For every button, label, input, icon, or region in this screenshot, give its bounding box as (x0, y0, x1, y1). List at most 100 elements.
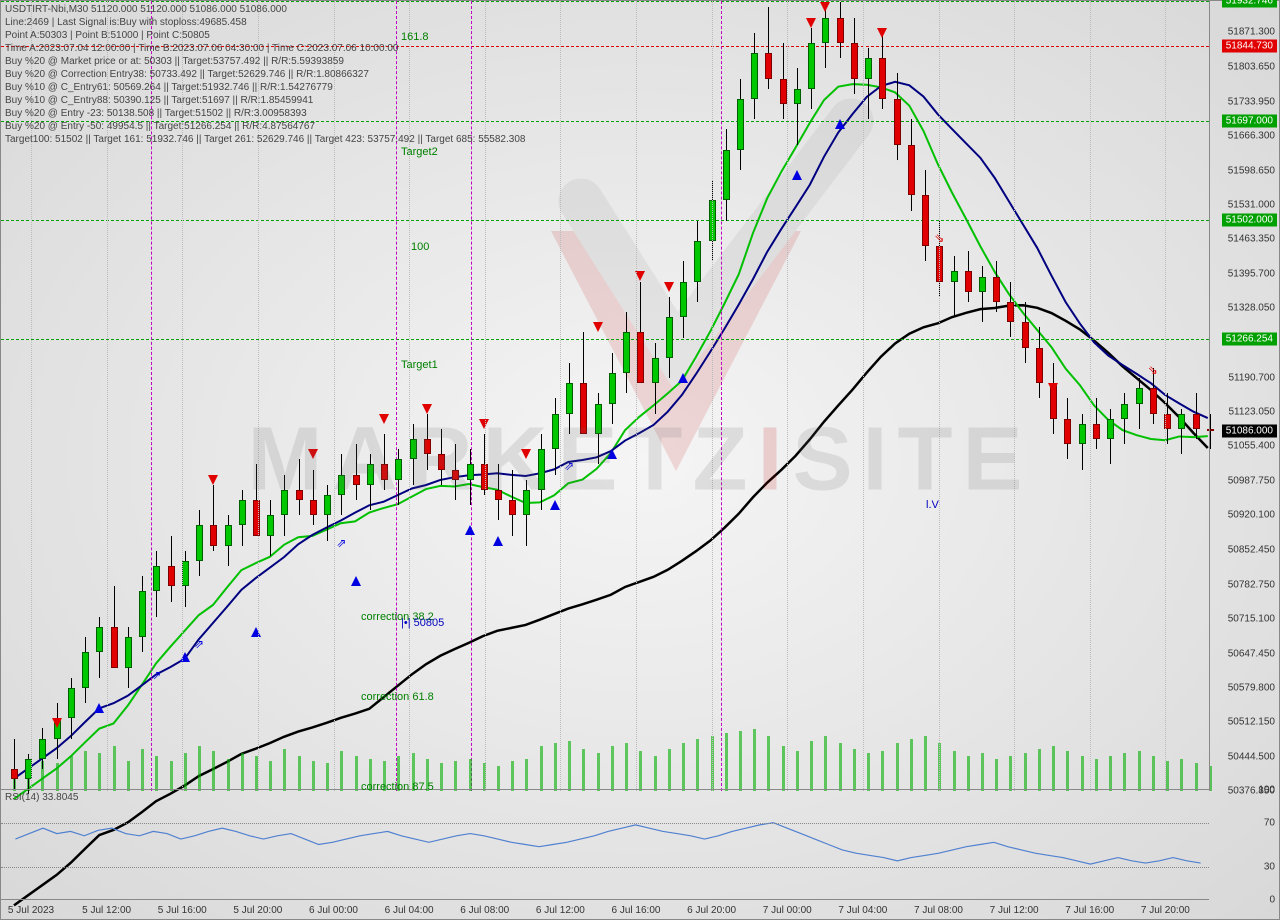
signal-arrow (493, 536, 503, 546)
x-tick: 7 Jul 00:00 (763, 905, 812, 916)
rsi-tick: 100 (1258, 785, 1275, 796)
signal-arrow (550, 500, 560, 510)
chart-container: MARKETZISITE USDTIRT-Nbi,M30 51120.000 5… (0, 0, 1280, 920)
volume-bar (326, 763, 329, 791)
volume-bar (355, 756, 358, 791)
signal-arrow (351, 576, 361, 586)
info-line-5: Buy %20 @ Market price or at: 50303 || T… (5, 55, 525, 68)
volume-bar (454, 761, 457, 791)
signal-arrow: ⇘ (1148, 363, 1158, 377)
signal-arrow (94, 703, 104, 713)
volume-bar (525, 759, 528, 791)
signal-arrow (607, 449, 617, 459)
y-price-label: 51932.746 (1222, 0, 1277, 8)
signal-arrow (835, 119, 845, 129)
x-tick: 6 Jul 16:00 (612, 905, 661, 916)
volume-bar (867, 753, 870, 791)
chart-annotation: correction 87.5 (361, 781, 434, 793)
y-tick: 51666.300 (1228, 131, 1275, 142)
signal-arrow (806, 18, 816, 28)
volume-bar (767, 736, 770, 791)
volume-bar (340, 751, 343, 791)
volume-bar (440, 763, 443, 791)
signal-arrow (792, 170, 802, 180)
signal-arrow: ⇗ (194, 637, 204, 651)
volume-bar (725, 733, 728, 791)
volume-bar (739, 731, 742, 791)
y-tick: 51531.000 (1228, 199, 1275, 210)
info-line-6: Buy %20 @ Correction Entry38: 50733.492 … (5, 68, 525, 81)
signal-arrow (1048, 383, 1058, 393)
volume-bar (1081, 756, 1084, 791)
info-line-2: Line:2469 | Last Signal is:Buy with stop… (5, 16, 525, 29)
volume-bar (782, 746, 785, 791)
rsi-label: RSI(14) 33.8045 (5, 792, 78, 803)
volume-bar (469, 759, 472, 791)
volume-bar (810, 741, 813, 791)
volume-bar (654, 756, 657, 791)
volume-bar (824, 736, 827, 791)
y-axis: 51871.30051803.65051733.95051666.3005159… (1209, 1, 1279, 791)
volume-bar (796, 751, 799, 791)
x-tick: 5 Jul 12:00 (82, 905, 131, 916)
volume-bar (298, 756, 301, 791)
volume-bar (753, 729, 756, 791)
volume-bar (170, 761, 173, 791)
volume-bar (967, 756, 970, 791)
x-tick: 6 Jul 08:00 (460, 905, 509, 916)
volume-bar (540, 746, 543, 791)
volume-bar (1052, 746, 1055, 791)
y-tick: 51463.350 (1228, 234, 1275, 245)
y-tick: 50987.750 (1228, 475, 1275, 486)
signal-arrow (479, 419, 489, 429)
volume-bar (1066, 751, 1069, 791)
y-tick: 50852.450 (1228, 544, 1275, 555)
volume-bar (910, 739, 913, 791)
y-tick: 50444.500 (1228, 751, 1275, 762)
rsi-line (1, 790, 1209, 899)
info-line-7: Buy %10 @ C_Entry61: 50569.264 || Target… (5, 81, 525, 94)
volume-bar (881, 751, 884, 791)
volume-bar (155, 756, 158, 791)
x-tick: 6 Jul 12:00 (536, 905, 585, 916)
info-line-9: Buy %20 @ Entry -23: 50138.508 || Target… (5, 107, 525, 120)
chart-annotation: |•| 50805 (401, 617, 444, 629)
volume-bar (241, 753, 244, 791)
signal-arrow (52, 718, 62, 728)
volume-bar (924, 736, 927, 791)
volume-bar (696, 739, 699, 791)
volume-bar (953, 751, 956, 791)
info-line-3: Point A:50303 | Point B:51000 | Point C:… (5, 29, 525, 42)
x-tick: 5 Jul 20:00 (233, 905, 282, 916)
volume-bar (198, 746, 201, 791)
y-tick: 50512.150 (1228, 717, 1275, 728)
signal-arrow (820, 2, 830, 12)
symbol-line: USDTIRT-Nbi,M30 51120.000 51120.000 5108… (5, 3, 525, 16)
y-price-label: 51697.000 (1222, 114, 1277, 127)
signal-arrow: ⇗ (151, 668, 161, 682)
volume-bar (1095, 759, 1098, 791)
signal-arrow (593, 322, 603, 332)
volume-bar (511, 761, 514, 791)
volume-bar (1152, 756, 1155, 791)
volume-bar (582, 749, 585, 791)
y-tick: 51123.050 (1228, 407, 1275, 418)
y-tick: 50647.450 (1228, 648, 1275, 659)
volume-bar (227, 759, 230, 791)
volume-bar (597, 753, 600, 791)
y-tick: 51055.400 (1228, 441, 1275, 452)
y-price-label: 51086.000 (1222, 424, 1277, 437)
rsi-panel[interactable]: RSI(14) 33.8045 10070300 (1, 789, 1209, 899)
volume-bar (497, 766, 500, 791)
chart-annotation: Target2 (401, 146, 438, 158)
volume-bar (1180, 759, 1183, 791)
y-tick: 51733.950 (1228, 96, 1275, 107)
volume-bar (56, 763, 59, 791)
info-line-11: Target100: 51502 || Target 161: 51932.74… (5, 133, 525, 146)
volume-bar (1009, 756, 1012, 791)
volume-bar (312, 761, 315, 791)
rsi-tick: 0 (1269, 895, 1275, 906)
volume-bar (611, 746, 614, 791)
volume-bar (269, 761, 272, 791)
volume-bar (682, 743, 685, 791)
